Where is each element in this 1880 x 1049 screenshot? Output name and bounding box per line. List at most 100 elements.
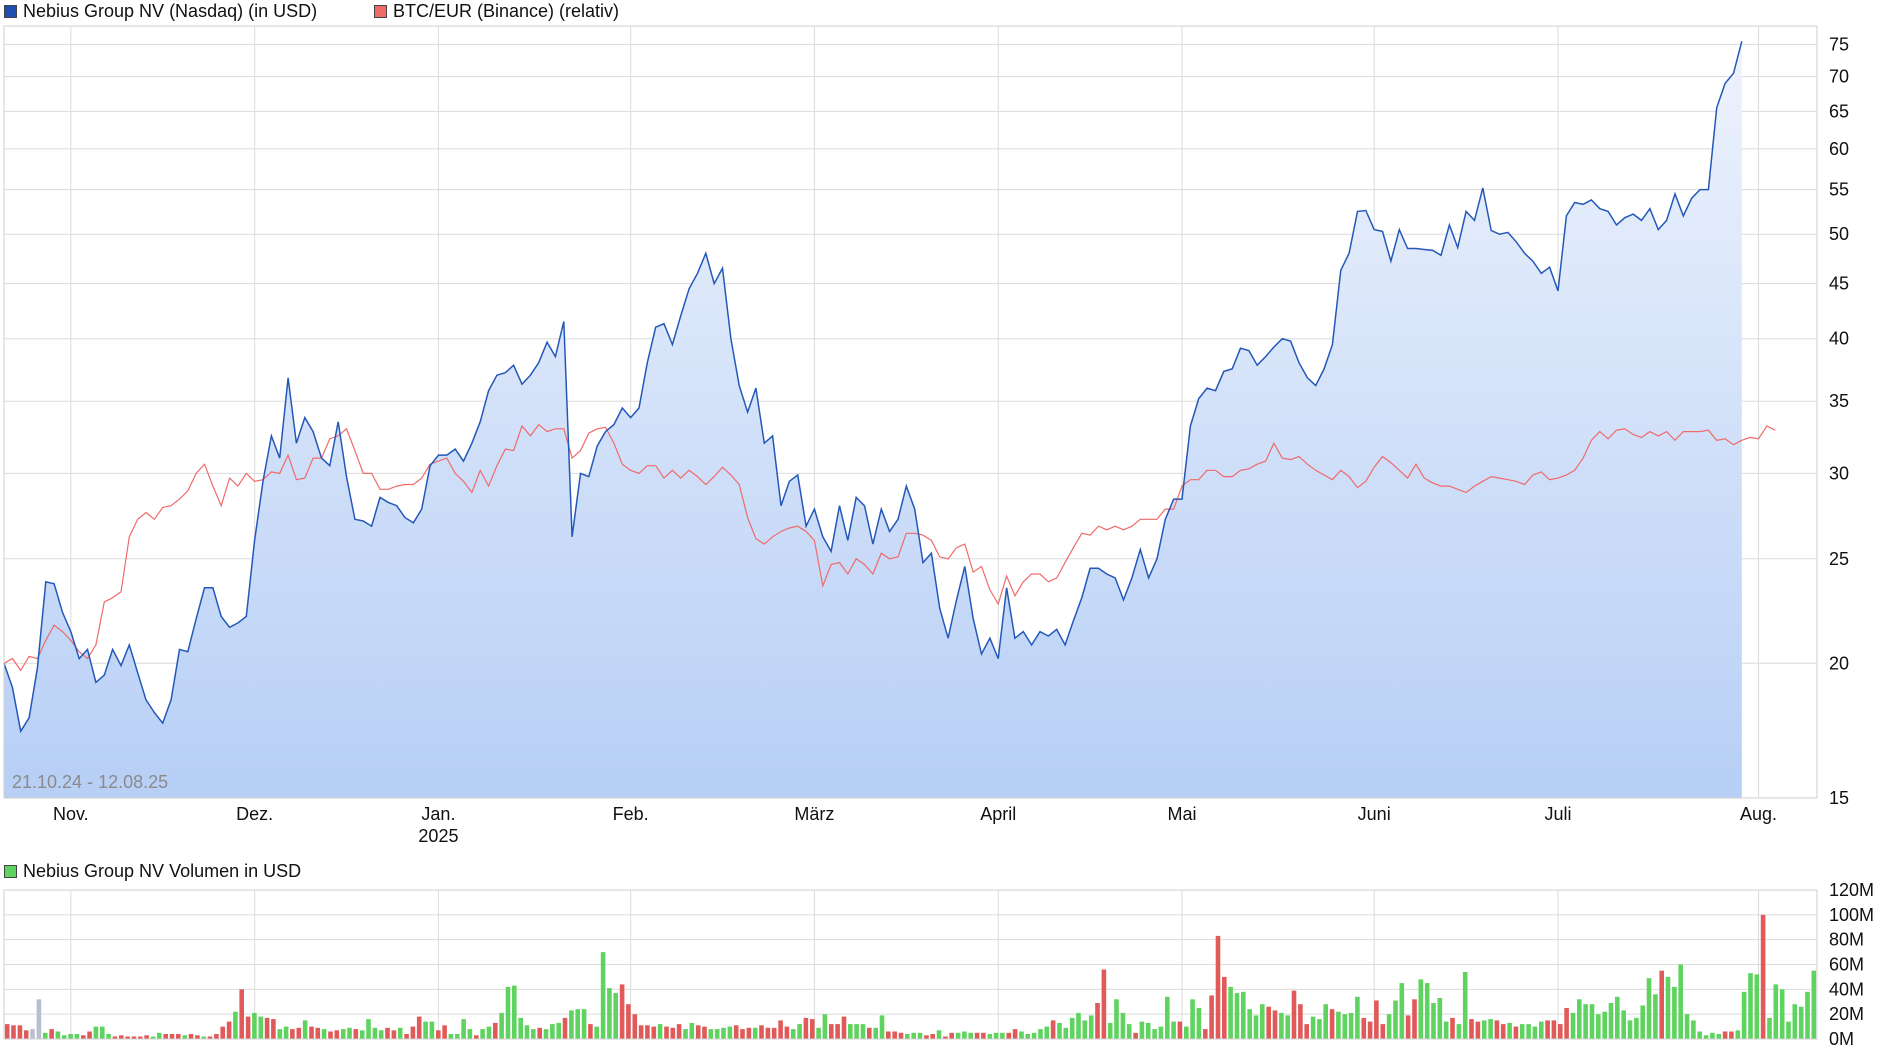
volume-bar	[87, 1031, 92, 1039]
volume-bar	[1399, 983, 1405, 1039]
volume-bar	[1329, 1009, 1335, 1039]
volume-bar	[911, 1032, 916, 1039]
volume-bar	[1374, 1000, 1379, 1039]
volume-bar	[1215, 935, 1221, 1039]
volume-bar	[1298, 1004, 1303, 1039]
volume-bar	[512, 985, 517, 1039]
volume-bar	[518, 1017, 523, 1039]
volume-bar	[201, 1036, 206, 1039]
volume-bar	[436, 1030, 441, 1039]
volume-bar	[765, 1027, 771, 1039]
volume-bar	[1792, 1004, 1798, 1039]
volume-bar	[664, 1026, 669, 1039]
volume-bar	[733, 1025, 739, 1039]
volume-bar	[1507, 1022, 1512, 1039]
price-x-tick-label: April	[980, 804, 1016, 824]
price-y-tick-label: 35	[1829, 391, 1849, 411]
volume-bar	[695, 1025, 701, 1039]
volume-bar	[873, 1027, 878, 1039]
legend-label-volume: Nebius Group NV Volumen in USD	[23, 861, 302, 881]
volume-bar	[163, 1034, 168, 1039]
volume-bar	[1323, 1004, 1328, 1039]
volume-bar	[1152, 1029, 1157, 1039]
volume-bar	[1437, 998, 1443, 1039]
price-x-tick-label: Juni	[1358, 804, 1391, 824]
volume-bar	[359, 1030, 365, 1039]
volume-y-tick-label: 100M	[1829, 905, 1874, 925]
volume-bar	[1272, 1010, 1278, 1039]
volume-bar	[1342, 1014, 1348, 1039]
volume-bar	[55, 1031, 61, 1039]
volume-bar	[1735, 1030, 1741, 1039]
volume-bar	[651, 1026, 657, 1039]
volume-bar	[1019, 1031, 1024, 1039]
volume-bar	[1203, 1029, 1208, 1039]
volume-bar	[752, 1027, 758, 1039]
volume-bar	[474, 1035, 479, 1039]
volume-bar	[1741, 991, 1747, 1039]
volume-bar	[397, 1027, 403, 1039]
volume-bar	[1805, 991, 1810, 1039]
volume-bar	[100, 1026, 105, 1039]
volume-bar	[1196, 1008, 1202, 1039]
volume-bar	[74, 1034, 80, 1039]
volume-bar	[448, 1034, 454, 1039]
volume-bar	[936, 1030, 942, 1039]
volume-bar	[531, 1029, 536, 1039]
volume-bar	[835, 1024, 840, 1039]
volume-bar	[385, 1027, 390, 1039]
volume-bar	[714, 1029, 720, 1039]
volume-bar	[1500, 1024, 1506, 1039]
volume-bar	[1184, 1026, 1189, 1039]
volume-bar	[169, 1034, 175, 1039]
volume-bar	[543, 1029, 549, 1039]
volume-bar	[993, 1032, 999, 1039]
volume-bar	[493, 1022, 498, 1039]
volume-bar	[1088, 1015, 1094, 1039]
volume-bar	[404, 1034, 409, 1039]
volume-bar	[1481, 1020, 1487, 1039]
volume-bar	[1412, 999, 1417, 1039]
volume-bar	[1310, 1016, 1316, 1039]
volume-bar	[790, 1029, 796, 1039]
volume-bar	[245, 1016, 251, 1039]
volume-bar	[917, 1032, 923, 1039]
volume-plot-frame	[3, 889, 1818, 1040]
volume-bar	[1716, 1034, 1722, 1039]
legend-swatch-red	[374, 5, 387, 18]
volume-bar	[943, 1036, 948, 1039]
volume-bar	[296, 1027, 302, 1039]
volume-bar	[353, 1029, 359, 1039]
volume-bar	[676, 1024, 682, 1039]
nebius-line	[3, 41, 1743, 734]
volume-bar	[1443, 1021, 1449, 1039]
volume-bar	[1456, 1024, 1462, 1039]
price-y-tick-label: 75	[1829, 34, 1849, 54]
volume-bar	[1367, 1021, 1373, 1039]
volume-bar	[1424, 983, 1430, 1039]
volume-bar	[1139, 1021, 1145, 1039]
price-y-tick-label: 20	[1829, 653, 1849, 673]
volume-bar	[277, 1029, 283, 1039]
volume-bar	[302, 1020, 308, 1039]
volume-bar	[1158, 1026, 1164, 1039]
volume-bar	[708, 1029, 714, 1039]
volume-bar	[1114, 999, 1119, 1039]
volume-bar	[1050, 1020, 1056, 1039]
volume-bar	[626, 1004, 631, 1039]
price-x-tick-label: März	[794, 804, 834, 824]
volume-bar	[1767, 1017, 1772, 1039]
volume-bar	[1063, 1027, 1069, 1039]
volume-bar	[220, 1026, 225, 1039]
volume-bar	[1355, 996, 1360, 1039]
volume-bar	[1678, 964, 1683, 1039]
volume-bar	[613, 993, 618, 1039]
volume-bar	[657, 1024, 663, 1039]
volume-bar	[42, 1032, 48, 1039]
volume-bar	[1190, 999, 1195, 1039]
legend-swatch-green	[4, 865, 17, 878]
volume-bar	[569, 1010, 574, 1039]
legend-nebius: Nebius Group NV (Nasdaq) (in USD)	[4, 1, 317, 22]
volume-bar	[309, 1026, 314, 1039]
volume-bar	[366, 1019, 371, 1039]
